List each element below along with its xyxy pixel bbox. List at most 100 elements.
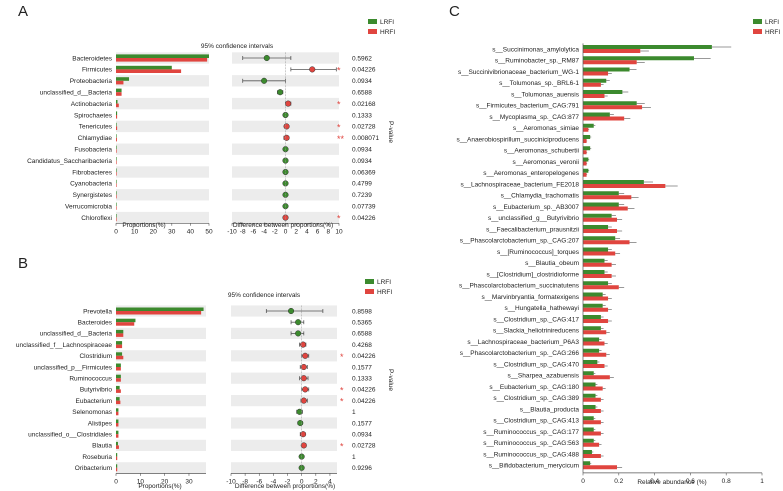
category-label: s__Faecalibacterium_prausnitzii: [486, 226, 579, 233]
category-label: Oribacterium: [75, 465, 112, 472]
ci-x-tick-label: -10: [226, 478, 236, 485]
bar-hrfi: [583, 82, 601, 87]
ci-point: [263, 54, 270, 62]
panel-c-axes: 0 0.2 0.4 0.6 0.8 1: [581, 43, 764, 485]
category-label: s__Ruminococcus_sp._CAG:563: [483, 440, 579, 447]
bar-hrfi: [583, 274, 612, 278]
ci-point: [282, 111, 289, 119]
category-label: s__Phascolarctobacterium_succinatutens: [459, 283, 580, 290]
category-label: s__Clostridium_sp._CAG:413: [493, 418, 579, 425]
ci-x-tick-label: 4: [328, 478, 332, 485]
bar-lrfi: [583, 303, 603, 308]
pvalue: 0.0934: [352, 147, 372, 154]
legend-swatch-lrfi: [365, 279, 374, 284]
bar-lrfi: [116, 464, 118, 468]
bar-x-tick-label: 40: [187, 228, 195, 235]
category-label: s__[Ruminococcus]_torques: [497, 249, 580, 256]
ci-x-tick-label: 2: [294, 228, 298, 235]
category-label: s__Succinimonas_amylolytica: [492, 46, 579, 53]
bar-hrfi: [583, 150, 587, 155]
bar-hrfi: [116, 126, 118, 130]
ci-x-tick-label: 0: [284, 228, 288, 235]
panel-b-pvalue-label: P-value: [387, 369, 394, 391]
category-label: Synergistetes: [73, 192, 113, 199]
pvalue: 0.0934: [352, 432, 372, 439]
category-label: s__Bifidobacterium_merycicum: [489, 463, 579, 470]
bar-hrfi: [116, 400, 121, 405]
panel-a-ci-title: 95% confidence intervals: [201, 43, 274, 50]
category-label: s__Sharpea_azabuensis: [507, 373, 579, 380]
category-label: s__Phascolarctobacterium_sp._CAG:266: [460, 350, 580, 357]
panel-b-axes: 0 10 20 30 -10 -8 -6 -4 -2 0 2 4: [114, 305, 337, 485]
bar-hrfi: [583, 262, 612, 267]
bar-x-tick-label: 20: [161, 478, 169, 485]
category-label: s__[Clostridium]_clostridioforme: [487, 271, 580, 278]
ci-x-tick-label: 8: [326, 228, 330, 235]
panel-c-bars: [583, 45, 732, 470]
pvalue: 1: [352, 454, 356, 461]
pvalue: 0.1577: [352, 420, 372, 427]
category-label: s__Lachnospiraceae_bacterium_P6A3: [467, 339, 579, 346]
bar-lrfi: [116, 100, 118, 104]
bar-hrfi: [583, 341, 605, 346]
bar-hrfi: [583, 251, 616, 256]
bar-hrfi: [583, 285, 619, 290]
category-label: s__Hungatella_hathewayi: [505, 305, 579, 312]
bar-lrfi: [583, 326, 601, 331]
x-tick-label: 0.4: [650, 478, 659, 485]
bar-hrfi: [583, 420, 601, 425]
ci-x-tick-label: 0: [300, 478, 304, 485]
pvalue: 0.04226: [352, 398, 376, 405]
pvalue: 0.02728: [352, 124, 376, 131]
panel-b-category-labels: Prevotella Bacteroides unclassified_d__Bac…: [16, 308, 113, 472]
bar-hrfi: [583, 330, 607, 335]
bar-lrfi: [116, 168, 117, 172]
bar-x-tick-label: 20: [150, 228, 158, 235]
category-label: unclassified_p__Firmicutes: [34, 364, 113, 371]
bar-hrfi: [583, 397, 601, 402]
row-band: [116, 166, 209, 178]
pvalue: 0.07739: [352, 204, 376, 211]
ci-point: [300, 341, 307, 348]
category-label: Bacteroidetes: [72, 55, 112, 62]
bar-hrfi: [583, 94, 605, 98]
significance-star: *: [337, 122, 341, 132]
bar-lrfi: [116, 419, 119, 423]
bar-lrfi: [583, 78, 607, 83]
bar-lrfi: [583, 461, 591, 466]
legend-label-lrfi: LRFI: [377, 279, 391, 286]
ci-point: [309, 66, 316, 73]
legend-label-hrfi: HRFI: [380, 29, 395, 36]
panel-a-axes: 0 10 20 30 40 50 -10 -8 -6 -4 -2 0 2 4 6 8 10: [114, 52, 343, 235]
bar-hrfi: [583, 206, 628, 211]
category-label: unclassified_d__Bacteria: [40, 331, 113, 338]
ci-x-tick-label: -4: [261, 228, 267, 235]
bar-hrfi: [116, 333, 124, 337]
ci-point: [277, 89, 284, 96]
pvalue: 0.1577: [352, 364, 372, 371]
bar-lrfi: [583, 382, 596, 387]
row-band: [116, 143, 209, 155]
bar-hrfi: [116, 58, 208, 62]
bar-lrfi: [583, 236, 616, 241]
bar-lrfi: [583, 258, 605, 263]
bar-hrfi: [116, 311, 202, 315]
category-label: Roseburia: [82, 454, 112, 461]
bar-hrfi: [583, 240, 630, 245]
bar-lrfi: [583, 416, 594, 421]
legend-swatch-lrfi: [368, 19, 377, 24]
bar-hrfi: [116, 115, 118, 119]
bar-lrfi: [583, 371, 594, 376]
bar-lrfi: [583, 292, 603, 297]
bar-lrfi: [116, 385, 120, 390]
bar-hrfi: [116, 80, 124, 85]
bar-lrfi: [116, 88, 122, 93]
bar-x-tick-label: 0: [114, 228, 118, 235]
bar-lrfi: [583, 360, 598, 364]
bar-lrfi: [583, 146, 591, 151]
category-label: Cyanobacteria: [70, 181, 112, 188]
bar-lrfi: [116, 307, 204, 311]
significance-star: *: [337, 100, 341, 110]
category-label: Alistipes: [88, 420, 113, 427]
